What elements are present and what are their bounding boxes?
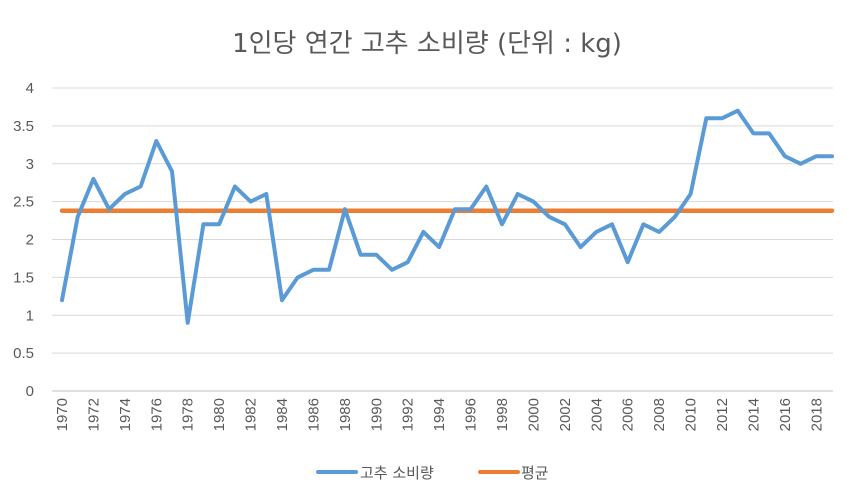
y-tick-label: 0 (26, 383, 34, 400)
y-tick-label: 2 (26, 232, 34, 249)
x-axis-ticks: 1970 1972 1974 1976 1978 1980 1982 1984 1986 1988… (54, 398, 825, 431)
x-tick-label: 1992 (400, 398, 417, 431)
x-tick-label: 2016 (777, 398, 794, 431)
y-tick-label: 2.5 (13, 194, 34, 211)
y-tick-label: 0.5 (13, 345, 34, 362)
legend-label: 평균 (521, 464, 549, 482)
x-tick-label: 2002 (557, 398, 574, 431)
x-tick-label: 2008 (651, 398, 668, 431)
chart-title: 1인당 연간 고추 소비량 (단위 : kg) (232, 29, 622, 59)
x-tick-label: 1974 (117, 398, 134, 431)
x-tick-label: 1998 (494, 398, 511, 431)
x-tick-label: 1982 (243, 398, 260, 431)
x-tick-label: 2010 (683, 398, 700, 431)
series-line-consumption (60, 108, 834, 325)
x-tick-label: 1986 (305, 398, 322, 431)
x-tick-label: 1990 (368, 398, 385, 431)
y-tick-label: 4 (26, 80, 34, 97)
y-tick-label: 1 (26, 307, 34, 324)
legend: 고추 소비량 평균 (316, 464, 549, 482)
x-tick-label: 1984 (274, 398, 291, 431)
x-tick-label: 1994 (431, 398, 448, 431)
x-tick-label: 2012 (714, 398, 731, 431)
x-tick-label: 1980 (211, 398, 228, 431)
y-tick-label: 3.5 (13, 118, 34, 135)
legend-label: 고추 소비량 (360, 464, 434, 482)
y-tick-label: 1.5 (13, 269, 34, 286)
x-tick-label: 2006 (620, 398, 637, 431)
x-tick-label: 2018 (808, 398, 825, 431)
x-tick-label: 1978 (180, 398, 197, 431)
x-tick-label: 1972 (85, 398, 102, 431)
y-tick-label: 3 (26, 156, 34, 173)
x-tick-label: 1970 (54, 398, 71, 431)
y-axis-ticks: 0 0.5 1 1.5 2 2.5 3 3.5 4 (13, 80, 34, 400)
x-tick-label: 1988 (337, 398, 354, 431)
x-tick-label: 2004 (588, 398, 605, 431)
x-tick-label: 1976 (148, 398, 165, 431)
x-tick-label: 1996 (463, 398, 480, 431)
x-tick-label: 2000 (525, 398, 542, 431)
series-lines (59, 108, 835, 325)
x-tick-label: 2014 (745, 398, 762, 431)
